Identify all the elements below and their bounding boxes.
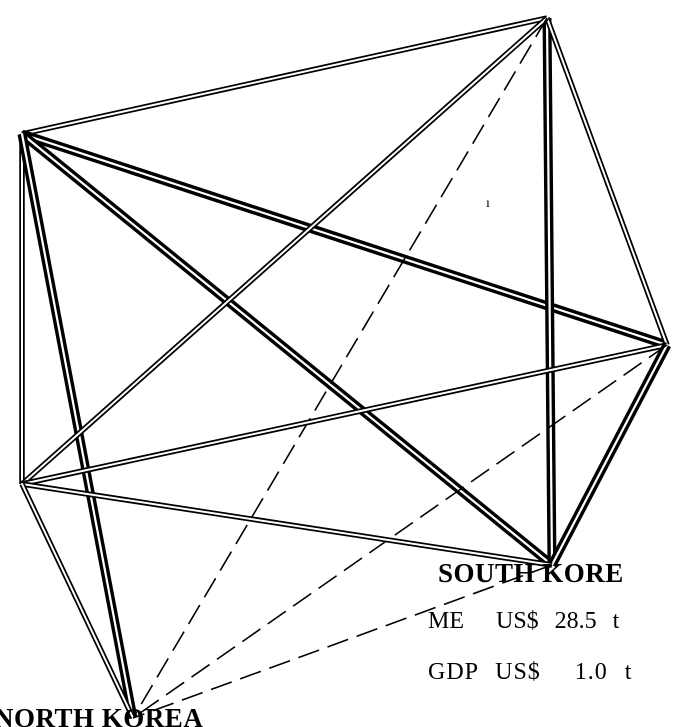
edge-top-right-right-inner: [546, 17, 668, 346]
north-korea-label: NORTH KOREA: [0, 703, 204, 727]
edge-upper-left-north-korea-inner: [20, 133, 135, 719]
edge-top-right-south-korea-inner: [545, 17, 554, 566]
south-korea-label: SOUTH KORE: [438, 558, 624, 588]
gdp-label: GDP US$ 1.0 t: [428, 659, 633, 685]
edge-right-lower-left-inner: [21, 344, 668, 485]
edge-top-right-north-korea: [132, 17, 548, 719]
military-expenditure-label: ME US$ 28.5 t: [428, 608, 620, 634]
edge-upper-left-top-right-inner: [21, 17, 548, 135]
edge-top-right-lower-left-inner: [21, 17, 548, 485]
edge-south-korea-north-korea: [132, 564, 553, 719]
edge-right-north-korea: [132, 344, 668, 719]
edge-upper-left-right-inner: [21, 132, 668, 347]
stray-mark: ı: [486, 196, 490, 211]
edge-lower-left-north-korea-inner: [21, 483, 134, 719]
edge-lower-left-south-korea-inner: [21, 483, 553, 566]
edge-right-south-korea-inner: [551, 344, 668, 566]
edge-upper-left-south-korea-inner: [21, 133, 553, 566]
